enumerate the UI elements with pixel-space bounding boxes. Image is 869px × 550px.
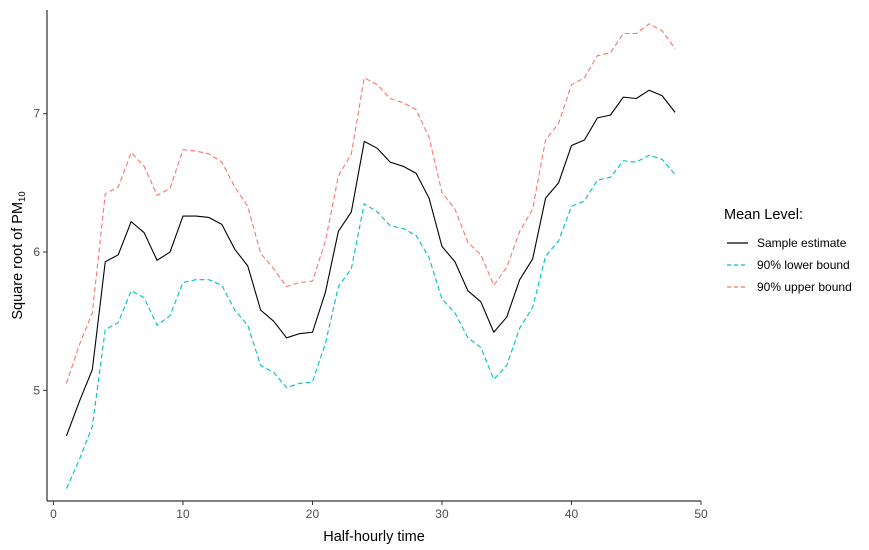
series-line-1	[65, 89, 676, 437]
legend-items: Sample estimate 90% lower bound 90% upper …	[727, 236, 852, 294]
x-axis-ticks: 0 10 20 30 40 50	[50, 501, 708, 521]
legend: Mean Level: Sample estimate 90% lower bou…	[724, 207, 852, 294]
x-tick-label: 50	[694, 507, 708, 521]
axes: 0 10 20 30 40 50 5 6 7	[33, 10, 708, 521]
plot-series	[65, 23, 676, 489]
y-axis-title-subscript: 10	[17, 191, 28, 202]
x-tick-label: 20	[306, 507, 320, 521]
y-axis-title-text: Square root of PM	[10, 202, 26, 320]
x-tick-label: 40	[565, 507, 579, 521]
y-tick-label: 6	[33, 245, 40, 259]
y-tick-label: 5	[33, 383, 40, 397]
x-tick-label: 10	[176, 507, 190, 521]
legend-label-1: Sample estimate	[757, 236, 847, 250]
x-tick-label: 0	[50, 507, 57, 521]
y-axis-title: Square root of PM10	[10, 191, 28, 319]
x-axis-title: Half-hourly time	[323, 529, 425, 545]
y-axis-ticks: 5 6 7	[33, 107, 47, 397]
legend-title: Mean Level:	[724, 207, 803, 223]
series-line-2	[65, 154, 676, 489]
legend-label-2: 90% lower bound	[757, 258, 850, 272]
legend-label-3: 90% upper bound	[757, 280, 852, 294]
series-line-3	[65, 23, 676, 384]
y-tick-label: 7	[33, 107, 40, 121]
x-tick-label: 30	[435, 507, 449, 521]
